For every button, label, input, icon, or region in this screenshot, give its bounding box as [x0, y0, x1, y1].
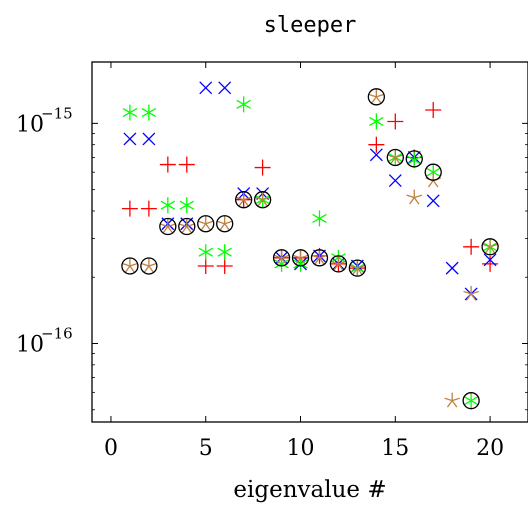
plus-marker — [368, 136, 385, 153]
x-tick-label: 15 — [381, 436, 409, 461]
plus-marker — [216, 257, 233, 274]
x-tick-label: 10 — [287, 436, 315, 461]
cross-marker — [199, 81, 213, 95]
star-marker — [387, 149, 404, 165]
star-marker — [235, 191, 252, 207]
cross-marker — [388, 174, 402, 187]
circle-marker — [386, 148, 404, 167]
cross-marker — [445, 261, 459, 275]
cross-marker — [369, 148, 383, 162]
circle-marker — [178, 217, 196, 236]
plus-marker — [140, 200, 157, 217]
asterisk-marker — [369, 113, 384, 130]
x-axis-label: eigenvalue # — [233, 477, 386, 503]
circle-marker — [291, 249, 310, 267]
circle-marker — [235, 191, 253, 209]
circle-marker — [159, 217, 177, 236]
asterisk-marker — [217, 244, 232, 261]
star-marker — [444, 392, 460, 408]
y-tick-exponent: −15 — [41, 104, 73, 122]
asterisk-marker — [463, 392, 479, 409]
circle-marker — [197, 215, 215, 233]
x-tick-label: 0 — [104, 436, 118, 461]
cross-marker — [483, 253, 497, 267]
star-marker — [463, 285, 479, 301]
plus-marker — [482, 255, 499, 272]
circle-marker — [310, 249, 329, 267]
y-tick-label: 10 — [16, 333, 44, 358]
circle-marker — [348, 259, 367, 277]
star-marker — [160, 218, 176, 234]
plus-marker — [197, 257, 214, 274]
cross-marker — [426, 194, 440, 208]
plus-marker — [425, 102, 442, 119]
star-marker — [482, 238, 498, 254]
plus-marker — [387, 113, 404, 130]
plus-marker — [254, 159, 271, 176]
asterisk-marker — [236, 96, 251, 113]
star-marker — [292, 249, 309, 265]
star-marker — [178, 218, 195, 234]
asterisk-marker — [122, 104, 138, 121]
star-marker — [216, 215, 233, 231]
star-marker — [122, 257, 138, 273]
star-marker — [406, 189, 423, 205]
star-marker — [273, 249, 290, 265]
x-tick-label: 5 — [199, 436, 213, 461]
circle-marker — [216, 215, 234, 233]
asterisk-marker — [198, 244, 213, 261]
plus-marker — [159, 156, 176, 173]
plus-marker — [463, 238, 480, 255]
circle-marker — [481, 238, 499, 256]
star-marker — [311, 249, 328, 265]
cross-marker — [123, 132, 137, 146]
asterisk-marker — [312, 210, 327, 227]
star-marker — [197, 215, 214, 231]
circle-marker — [253, 191, 272, 209]
plus-marker — [178, 156, 195, 173]
circle-marker — [405, 150, 423, 168]
circle-marker — [329, 255, 348, 273]
y-tick-exponent: −16 — [41, 325, 73, 343]
cross-marker — [218, 81, 232, 95]
star-marker — [349, 260, 366, 275]
cross-marker — [142, 132, 156, 146]
plus-marker — [121, 200, 138, 217]
star-marker — [368, 88, 385, 104]
circle-marker — [272, 249, 291, 267]
y-tick-label: 10 — [16, 112, 44, 137]
x-tick-label: 20 — [476, 436, 504, 461]
circle-marker — [424, 163, 442, 181]
circle-marker — [121, 257, 139, 275]
asterisk-marker — [141, 104, 157, 121]
asterisk-marker — [179, 197, 195, 214]
circle-marker — [462, 392, 480, 410]
circle-marker — [140, 257, 158, 275]
star-marker — [141, 257, 157, 273]
asterisk-marker — [160, 197, 176, 214]
star-marker — [254, 191, 271, 207]
circle-marker — [367, 88, 385, 106]
chart-title: sleeper — [264, 13, 357, 38]
data-marks — [121, 81, 499, 410]
star-marker — [330, 255, 347, 271]
asterisk-marker — [407, 152, 422, 169]
plot-frame — [91, 61, 528, 423]
